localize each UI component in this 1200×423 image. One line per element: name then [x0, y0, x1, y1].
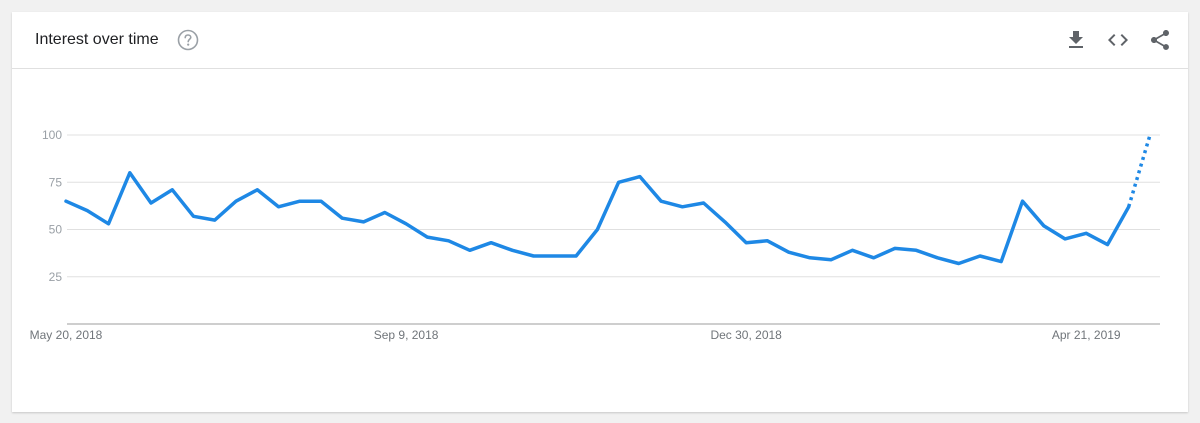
data-point[interactable] — [1083, 230, 1089, 236]
data-point[interactable] — [722, 219, 728, 225]
help-circle-icon[interactable] — [177, 29, 199, 51]
data-point[interactable] — [956, 261, 962, 267]
data-point[interactable] — [191, 213, 197, 219]
y-tick-label: 100 — [42, 128, 62, 142]
data-point[interactable] — [913, 247, 919, 253]
data-point[interactable] — [509, 247, 515, 253]
data-point[interactable] — [637, 174, 643, 180]
data-point[interactable] — [1126, 204, 1132, 210]
y-tick-label: 75 — [49, 175, 63, 189]
card-title: Interest over time — [35, 31, 159, 48]
data-point[interactable] — [446, 238, 452, 244]
data-point[interactable] — [807, 255, 813, 261]
data-point[interactable] — [127, 170, 133, 176]
data-point[interactable] — [934, 255, 940, 261]
data-point[interactable] — [1041, 223, 1047, 229]
data-point[interactable] — [658, 198, 664, 204]
data-point[interactable] — [764, 238, 770, 244]
data-point[interactable] — [318, 198, 324, 204]
y-tick-label: 50 — [49, 223, 63, 237]
embed-button[interactable] — [1106, 28, 1130, 52]
data-point[interactable] — [552, 253, 558, 259]
data-point[interactable] — [106, 221, 112, 227]
data-point[interactable] — [276, 204, 282, 210]
share-icon — [1151, 30, 1169, 50]
data-point[interactable] — [786, 249, 792, 255]
data-point[interactable] — [424, 234, 430, 240]
data-point[interactable] — [977, 253, 983, 259]
data-point[interactable] — [998, 259, 1004, 265]
data-point[interactable] — [849, 247, 855, 253]
data-point[interactable] — [254, 187, 260, 193]
data-point[interactable] — [1062, 236, 1068, 242]
data-point[interactable] — [339, 215, 345, 221]
data-point[interactable] — [297, 198, 303, 204]
data-point[interactable] — [679, 204, 685, 210]
data-point[interactable] — [233, 198, 239, 204]
data-point[interactable] — [871, 255, 877, 261]
data-point[interactable] — [573, 253, 579, 259]
x-tick-label: Dec 30, 2018 — [710, 328, 782, 342]
data-point[interactable] — [1104, 242, 1110, 248]
data-point[interactable] — [594, 227, 600, 233]
card-header: Interest over time — [12, 12, 1188, 69]
data-point[interactable] — [382, 209, 388, 215]
y-tick-label: 25 — [49, 270, 63, 284]
interest-over-time-card: Interest over time — [12, 12, 1188, 412]
series-line — [64, 171, 1131, 266]
download-button[interactable] — [1064, 28, 1088, 52]
data-point[interactable] — [63, 198, 69, 204]
data-point[interactable] — [361, 219, 367, 225]
download-icon — [1069, 31, 1083, 48]
data-point[interactable] — [701, 200, 707, 206]
x-tick-label: May 20, 2018 — [30, 328, 103, 342]
data-point[interactable] — [488, 240, 494, 246]
data-point[interactable] — [531, 253, 537, 259]
data-point[interactable] — [616, 179, 622, 185]
data-point[interactable] — [743, 240, 749, 246]
data-point[interactable] — [828, 257, 834, 263]
x-tick-label: Apr 21, 2019 — [1052, 328, 1121, 342]
data-point[interactable] — [148, 200, 154, 206]
data-point[interactable] — [212, 217, 218, 223]
data-point[interactable] — [467, 247, 473, 253]
data-point[interactable] — [403, 221, 409, 227]
data-point[interactable] — [169, 187, 175, 193]
code-icon — [1108, 34, 1128, 46]
x-tick-label: Sep 9, 2018 — [374, 328, 439, 342]
series-line-partial — [1127, 134, 1152, 208]
data-point[interactable] — [1147, 132, 1153, 138]
interest-line-chart: 25 50 75 100 May 20, 2018 Sep 9, 2018 Dec 30, … — [30, 128, 1160, 342]
data-point[interactable] — [892, 245, 898, 251]
share-button[interactable] — [1148, 28, 1172, 52]
data-point[interactable] — [84, 208, 90, 214]
data-point[interactable] — [1019, 198, 1025, 204]
